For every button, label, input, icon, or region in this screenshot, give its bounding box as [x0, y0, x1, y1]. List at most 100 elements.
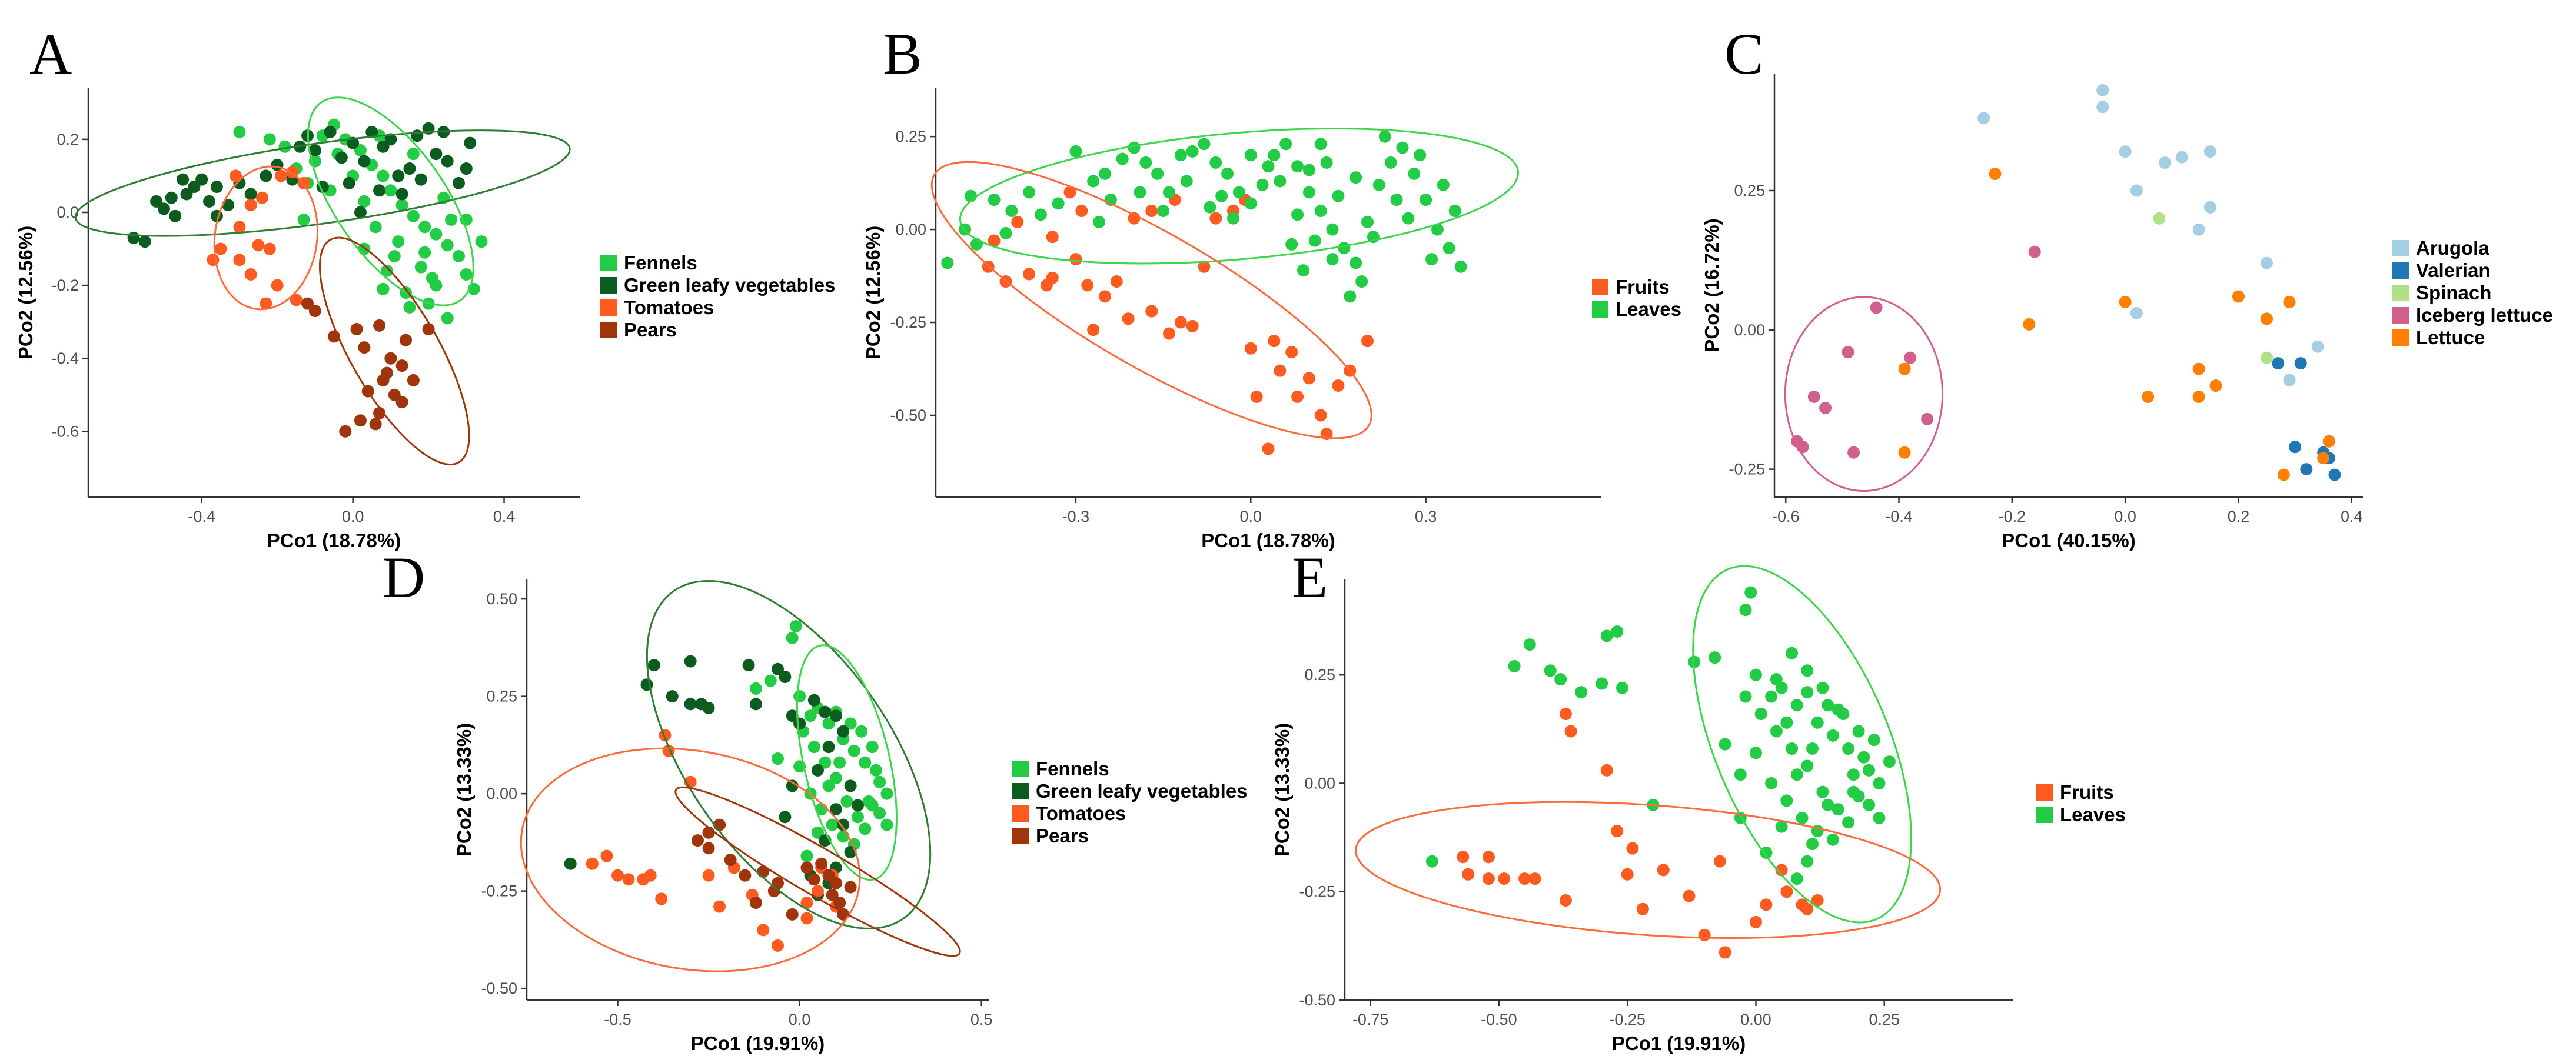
data-point — [1087, 324, 1100, 336]
data-point — [1559, 708, 1572, 721]
y-axis-title: PCo2 (13.33%) — [453, 723, 475, 857]
data-point — [1709, 651, 1721, 664]
legend-label: Leaves — [1616, 298, 1681, 320]
x-tick-label: 0.2 — [2228, 508, 2250, 525]
data-point — [826, 888, 839, 901]
data-point — [1291, 160, 1304, 173]
data-point — [195, 173, 208, 186]
data-point — [180, 188, 193, 201]
data-point — [859, 822, 872, 835]
data-point — [1863, 764, 1876, 777]
data-point — [263, 133, 276, 146]
data-point — [1332, 379, 1345, 392]
data-point — [233, 221, 246, 234]
y-tick-label: -0.6 — [51, 422, 79, 440]
data-point — [1069, 253, 1082, 266]
data-point — [426, 272, 438, 285]
data-point — [169, 209, 182, 222]
data-point — [2096, 84, 2109, 96]
data-point — [388, 249, 401, 262]
legend-key — [2392, 285, 2409, 301]
data-point — [1832, 803, 1844, 816]
y-tick-label: 0.25 — [1304, 666, 1335, 684]
data-point — [1657, 864, 1670, 877]
x-axis-title: PCo1 (19.91%) — [1612, 1032, 1746, 1054]
data-point — [1174, 316, 1187, 329]
data-point — [437, 125, 450, 138]
data-point — [1314, 138, 1327, 151]
data-point — [244, 188, 257, 201]
data-point — [369, 221, 382, 234]
data-point — [452, 249, 465, 262]
data-point — [771, 662, 784, 675]
data-point — [1285, 238, 1298, 251]
data-point — [851, 811, 864, 824]
data-point — [1291, 390, 1304, 403]
legend-label: Tomatoes — [1036, 802, 1126, 824]
data-point — [622, 873, 635, 886]
data-point — [1873, 811, 1886, 824]
data-point — [1801, 686, 1814, 699]
legend-label: Valerian — [2416, 259, 2491, 281]
data-point — [1314, 205, 1327, 217]
legend-key — [1012, 828, 1029, 844]
y-tick-label: -0.25 — [890, 314, 926, 331]
data-point — [263, 242, 276, 255]
data-point — [1806, 838, 1819, 851]
data-point — [1842, 346, 1854, 359]
data-point — [1320, 156, 1333, 169]
legend-label: Pears — [624, 319, 677, 341]
data-point — [324, 125, 337, 138]
data-point — [1621, 868, 1634, 881]
data-point — [395, 188, 408, 201]
data-point — [1145, 305, 1158, 318]
data-point — [822, 779, 835, 792]
data-point — [1626, 842, 1639, 855]
data-point — [1326, 223, 1339, 236]
data-point — [308, 305, 321, 318]
data-point — [1801, 759, 1814, 772]
data-point — [1801, 902, 1814, 915]
data-point — [1898, 446, 1911, 459]
confidence-ellipse — [646, 579, 932, 929]
y-tick-label: 0.25 — [486, 688, 517, 705]
data-point — [807, 694, 820, 707]
data-point — [1454, 260, 1467, 273]
y-tick-label: -0.4 — [51, 349, 79, 367]
data-point — [2261, 351, 2273, 364]
data-point — [1518, 872, 1531, 885]
data-point — [1291, 208, 1304, 221]
data-point — [2272, 357, 2285, 370]
data-point — [2153, 212, 2166, 225]
data-point — [1857, 751, 1870, 764]
data-point — [1425, 253, 1438, 266]
data-point — [811, 764, 824, 777]
data-point — [1842, 742, 1855, 755]
data-point — [452, 176, 465, 189]
legend-key — [2392, 307, 2409, 324]
data-point — [1780, 794, 1793, 807]
x-axis-title: PCo1 (19.91%) — [691, 1032, 825, 1054]
data-point — [847, 744, 860, 757]
data-point — [692, 834, 704, 847]
data-point — [2192, 362, 2205, 375]
legend-label: Green leafy vegetables — [624, 274, 836, 296]
data-point — [395, 199, 408, 212]
data-point — [844, 881, 857, 894]
data-point — [793, 690, 806, 703]
data-point — [1046, 231, 1059, 244]
data-point — [445, 213, 458, 226]
legend-label: Lettuce — [2416, 326, 2485, 348]
data-point — [407, 209, 420, 222]
data-point — [335, 151, 348, 164]
data-point — [1302, 164, 1315, 176]
data-point — [1425, 855, 1438, 868]
data-point — [757, 865, 770, 878]
data-point — [793, 717, 806, 730]
y-tick-label: -0.25 — [1729, 461, 1765, 478]
data-point — [739, 869, 752, 882]
data-point — [1378, 130, 1391, 143]
y-tick-label: 0.00 — [895, 221, 926, 238]
confidence-ellipse — [520, 747, 861, 972]
data-point — [1600, 629, 1613, 642]
